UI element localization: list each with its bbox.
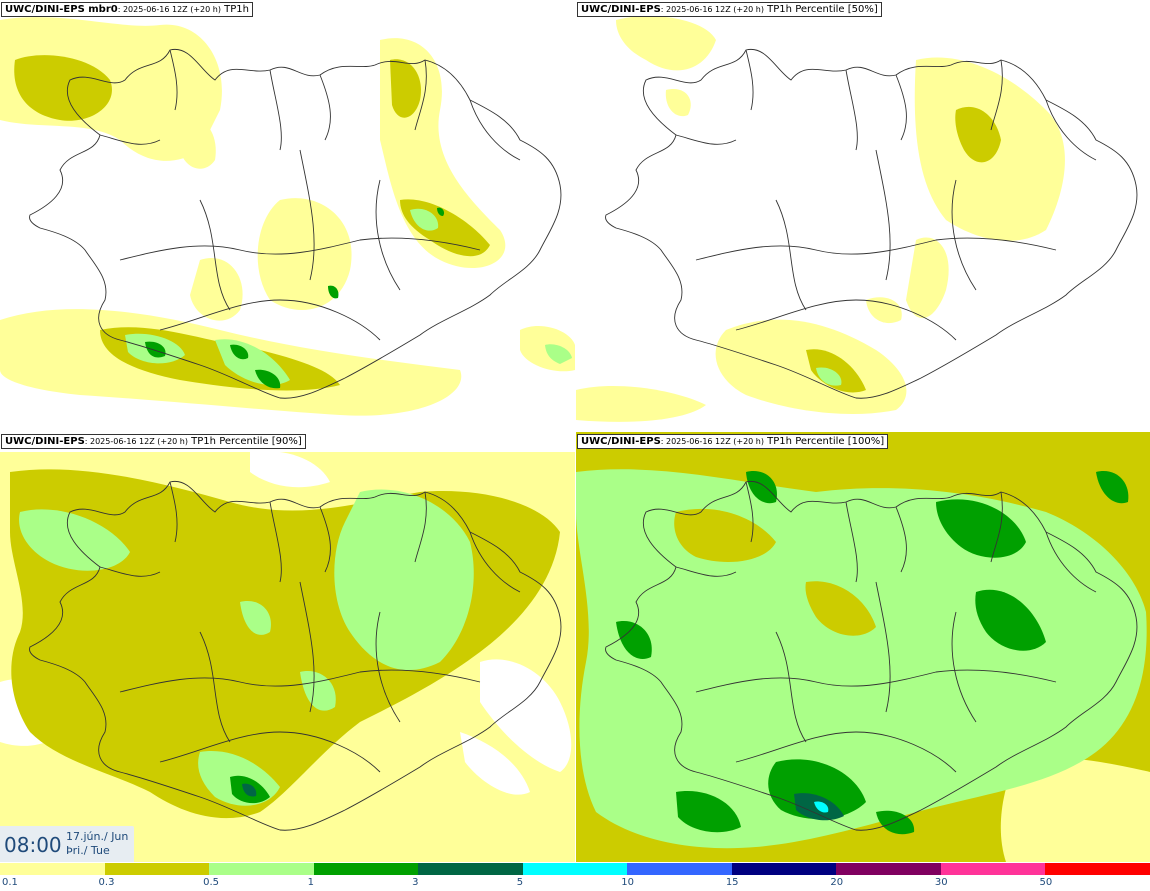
panel-field: TP1h Percentile [100%]	[767, 436, 885, 447]
land-outline	[605, 48, 1138, 399]
legend-swatch	[313, 863, 419, 875]
valid-time-box: 08:00 17.jún./ Jun Þri./ Tue	[0, 826, 134, 862]
panel-title-p50: UWC/DINI-EPS: 2025-06-16 12Z (+20 h) TP1…	[577, 2, 882, 17]
valid-date-block: 17.jún./ Jun Þri./ Tue	[66, 830, 128, 858]
legend-swatch	[940, 863, 1046, 875]
precip-contours	[0, 451, 575, 862]
legend-swatch	[209, 863, 314, 875]
legend-label: 0.5	[203, 877, 219, 888]
legend-swatch	[627, 863, 732, 875]
panel-run: : 2025-06-16 12Z (+20 h)	[660, 5, 764, 14]
legend-swatch	[522, 863, 628, 875]
land-outline	[605, 480, 1138, 831]
legend-label: 30	[934, 877, 948, 888]
legend-swatch	[731, 863, 837, 875]
valid-time: 08:00	[4, 833, 62, 857]
panel-model: UWC/DINI-EPS	[581, 4, 661, 15]
panel-run: : 2025-06-16 12Z (+20 h)	[117, 5, 221, 14]
legend-swatch	[1045, 863, 1150, 875]
legend-label: 10	[621, 877, 634, 888]
panel-title-p90: UWC/DINI-EPS: 2025-06-16 12Z (+20 h) TP1…	[1, 434, 306, 449]
map-panel-p50: UWC/DINI-EPS: 2025-06-16 12Z (+20 h) TP1…	[576, 0, 1150, 430]
precip-map-p100	[576, 432, 1150, 862]
panel-field: TP1h	[224, 4, 249, 15]
panel-run: : 2025-06-16 12Z (+20 h)	[84, 437, 188, 446]
legend-swatch	[418, 863, 523, 875]
panel-model: UWC/DINI-EPS	[581, 436, 661, 447]
legend-label: 3	[412, 877, 419, 888]
precip-map-mbr0	[0, 17, 575, 416]
map-panel-mbr0: UWC/DINI-EPS mbr0: 2025-06-16 12Z (+20 h…	[0, 0, 575, 430]
panel-title-mbr0: UWC/DINI-EPS mbr0: 2025-06-16 12Z (+20 h…	[1, 2, 253, 17]
legend-swatch	[836, 863, 941, 875]
precip-legend: 0.1 0.3 0.5 1 3 5 10 15 20 30 50	[0, 862, 1150, 891]
precip-contours	[576, 432, 1150, 862]
panel-model: UWC/DINI-EPS mbr0	[5, 4, 118, 15]
legend-label: 15	[725, 877, 739, 888]
map-panel-p100: UWC/DINI-EPS: 2025-06-16 12Z (+20 h) TP1…	[576, 432, 1150, 862]
precip-map-p50	[576, 16, 1138, 422]
legend-label: 20	[830, 877, 844, 888]
panel-model: UWC/DINI-EPS	[5, 436, 85, 447]
panel-field: TP1h Percentile [50%]	[767, 4, 878, 15]
precip-contours	[0, 17, 575, 416]
legend-label: 5	[516, 877, 524, 888]
precip-contours	[576, 16, 1065, 422]
panel-title-p100: UWC/DINI-EPS: 2025-06-16 12Z (+20 h) TP1…	[577, 434, 889, 449]
map-panel-p90: UWC/DINI-EPS: 2025-06-16 12Z (+20 h) TP1…	[0, 432, 575, 862]
panel-run: : 2025-06-16 12Z (+20 h)	[660, 437, 764, 446]
land-outline	[29, 480, 562, 831]
legend-swatch	[0, 863, 105, 875]
legend-label: 0.3	[98, 877, 115, 888]
legend-label: 0.1	[2, 877, 18, 888]
panel-field: TP1h Percentile [90%]	[191, 436, 302, 447]
legend-label: 1	[307, 877, 314, 888]
precip-map-p90	[0, 451, 575, 862]
legend-swatch	[104, 863, 210, 875]
valid-date: 17.jún./ Jun	[66, 830, 129, 843]
valid-weekday: Þri./ Tue	[66, 844, 110, 857]
land-outline	[29, 48, 562, 399]
legend-label: 50	[1039, 877, 1053, 888]
